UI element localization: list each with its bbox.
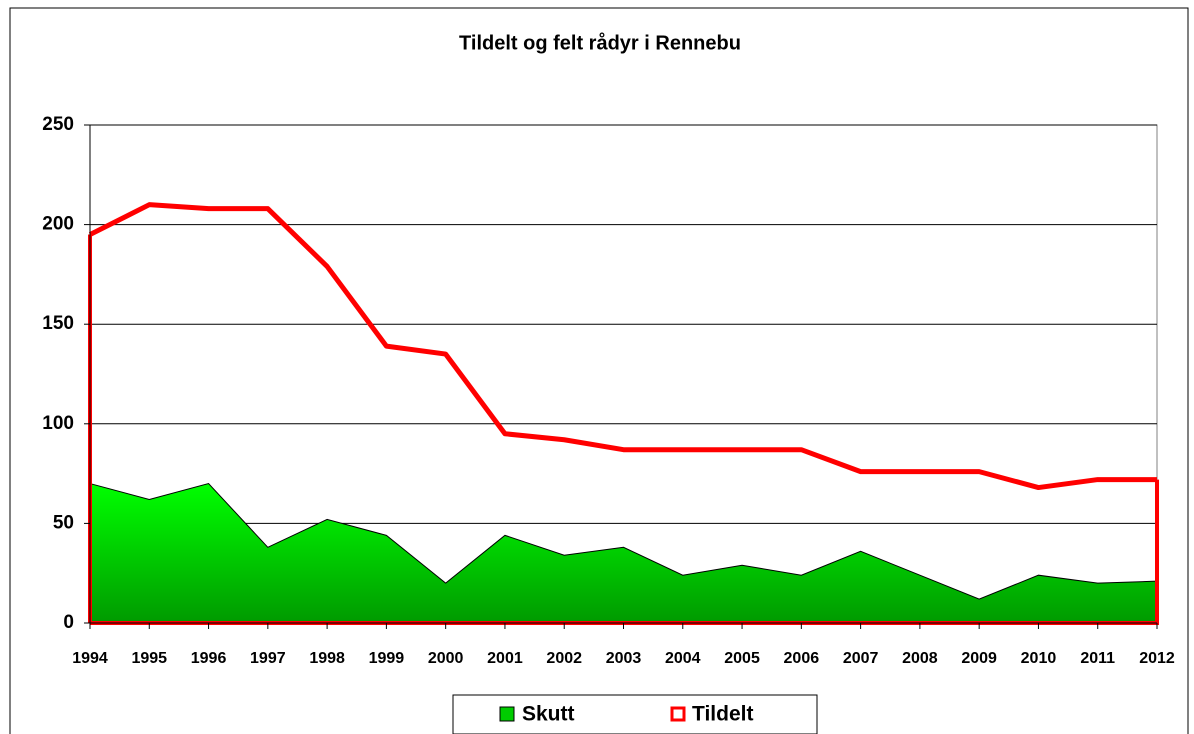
x-tick-label: 2004 bbox=[665, 650, 701, 667]
x-tick-label: 2010 bbox=[1021, 650, 1057, 667]
x-tick-label: 1994 bbox=[72, 650, 108, 667]
y-tick-label: 100 bbox=[42, 413, 74, 434]
x-tick-label: 2005 bbox=[724, 650, 760, 667]
y-tick-label: 0 bbox=[63, 612, 74, 633]
x-tick-label: 2003 bbox=[606, 650, 642, 667]
y-tick-label: 150 bbox=[42, 313, 74, 334]
x-tick-label: 2012 bbox=[1139, 650, 1175, 667]
y-tick-label: 250 bbox=[42, 114, 74, 135]
x-tick-label: 2006 bbox=[784, 650, 820, 667]
area-line bbox=[89, 482, 1158, 600]
legend-label: Skutt bbox=[522, 703, 575, 726]
x-tick-label: 2011 bbox=[1080, 650, 1115, 667]
x-tick-label: 1999 bbox=[369, 650, 405, 667]
legend-swatch bbox=[670, 706, 686, 722]
area-fill bbox=[90, 483, 1157, 623]
line bbox=[88, 202, 1157, 491]
x-tick-label: 2007 bbox=[843, 650, 879, 667]
x-tick-label: 2001 bbox=[487, 650, 523, 667]
y-tick-label: 200 bbox=[42, 214, 74, 235]
x-tick-label: 2008 bbox=[902, 650, 938, 667]
chart-title: Tildelt og felt rådyr i Rennebu bbox=[459, 31, 741, 54]
legend-swatch bbox=[499, 706, 515, 722]
x-tick-label: 1998 bbox=[309, 650, 345, 667]
x-tick-label: 1996 bbox=[191, 650, 227, 667]
x-tick-label: 2002 bbox=[546, 650, 582, 667]
x-tick-label: 1995 bbox=[131, 650, 167, 667]
x-tick-label: 2009 bbox=[961, 650, 997, 667]
chart-border bbox=[9, 7, 1189, 734]
x-tick-label: 2000 bbox=[428, 650, 464, 667]
y-tick-label: 50 bbox=[53, 512, 74, 533]
legend-label: Tildelt bbox=[692, 703, 753, 726]
x-tick-label: 1997 bbox=[250, 650, 286, 667]
